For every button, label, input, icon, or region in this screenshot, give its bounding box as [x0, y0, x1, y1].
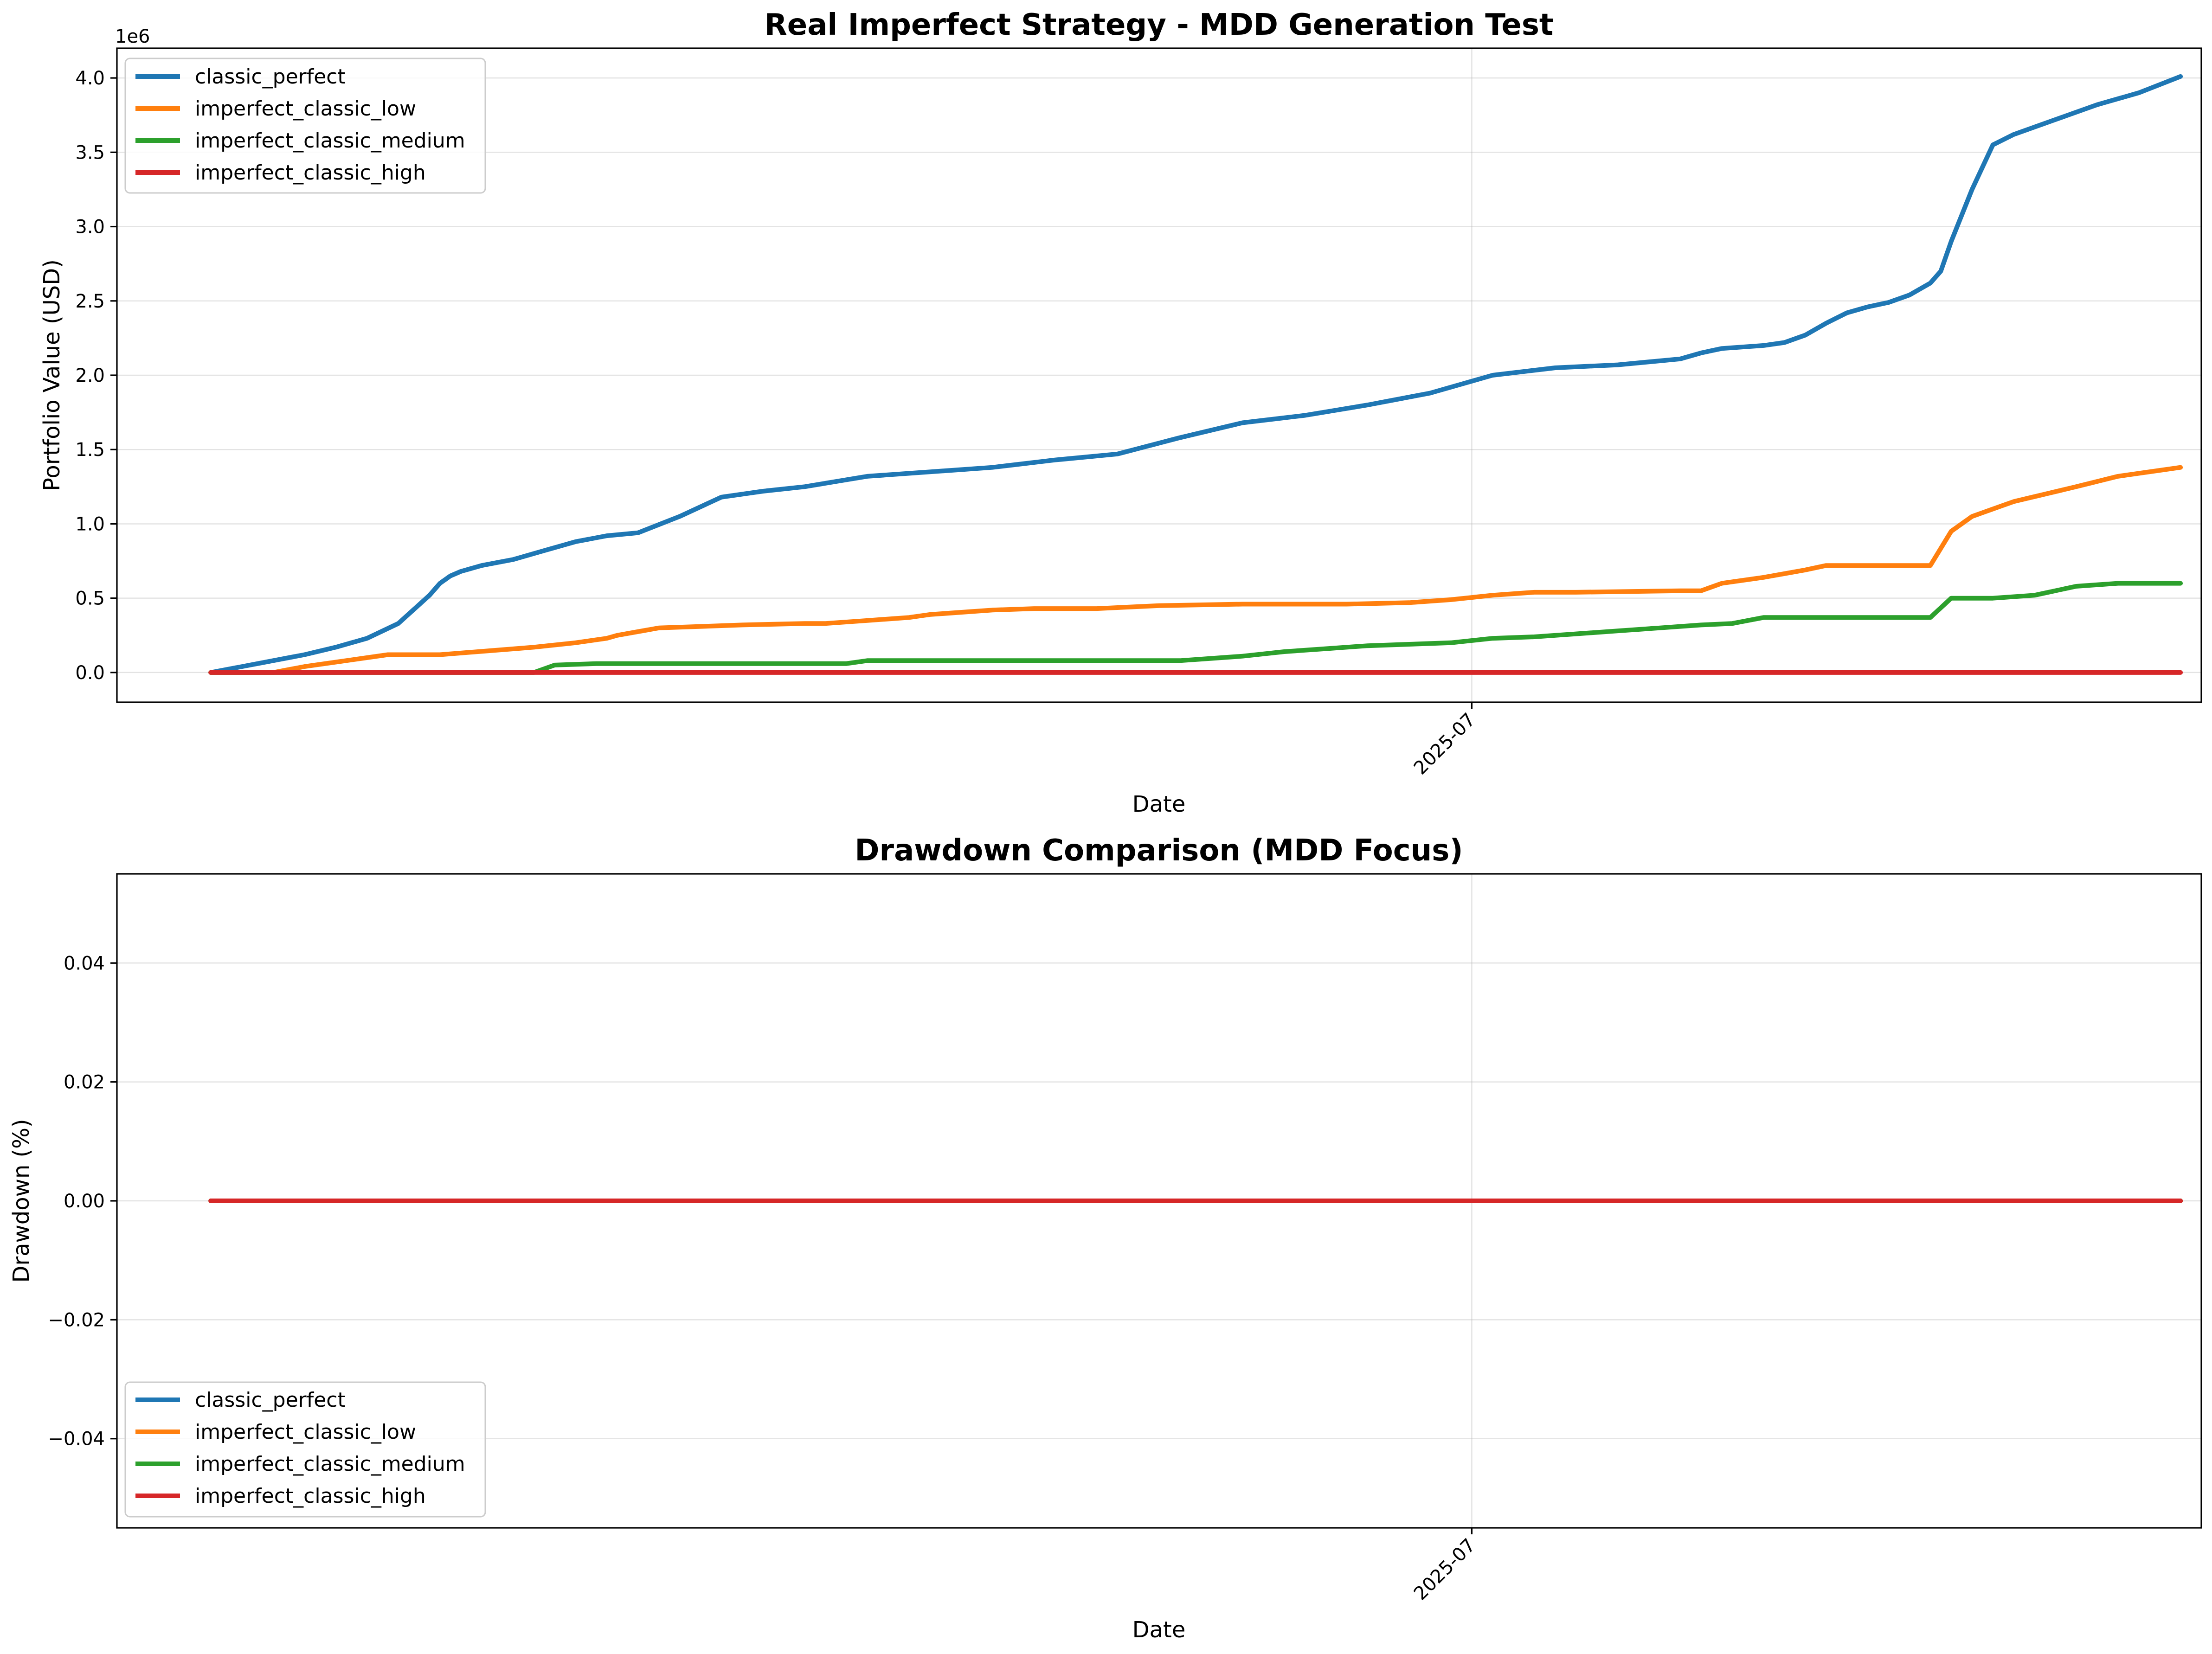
portfolio-y-tick-label: 3.5	[75, 142, 105, 163]
drawdown-legend-box	[124, 1381, 486, 1518]
drawdown-legend-label: imperfect_classic_high	[195, 1484, 426, 1508]
portfolio-legend-label: imperfect_classic_high	[195, 161, 426, 185]
portfolio-series-line-classic-perfect	[208, 74, 2183, 675]
portfolio-y-axis-label: Portfolio Value (USD)	[39, 259, 65, 491]
drawdown-legend-entries: classic_perfect imperfect_classic_lowimpe…	[135, 1388, 465, 1508]
portfolio-legend: classic_perfect imperfect_classic_lowimpe…	[124, 58, 486, 194]
portfolio-legend-label: imperfect_classic_low	[195, 97, 416, 121]
portfolio-y-tick-label: 2.0	[75, 365, 105, 386]
portfolio-series-line-imperfect-classic-medium	[208, 581, 2183, 675]
drawdown-y-tick-label: 0.02	[64, 1072, 105, 1093]
portfolio-y-tick-label: 1.0	[75, 513, 105, 535]
drawdown-y-axis-label: Drawdown (%)	[8, 1119, 34, 1282]
portfolio-series-group	[208, 74, 2183, 675]
portfolio-series-line-imperfect-classic-low	[208, 465, 2183, 675]
portfolio-y-tick-label: 4.0	[75, 68, 105, 89]
portfolio-legend-label: classic_perfect	[195, 65, 346, 89]
drawdown-legend-label: classic_perfect	[195, 1388, 346, 1412]
drawdown-legend-label: imperfect_classic_medium	[195, 1452, 465, 1476]
drawdown-x-axis-label: Date	[1132, 1617, 1186, 1643]
portfolio-y-tick-label: 0.5	[75, 588, 105, 609]
drawdown-legend-label: imperfect_classic_low	[195, 1420, 416, 1444]
portfolio-legend-box	[124, 58, 486, 194]
panel-drawdown: Drawdown Comparison (MDD Focus) −0.04−0.…	[8, 833, 2202, 1643]
portfolio-chart-title: Real Imperfect Strategy - MDD Generation…	[765, 8, 1554, 42]
drawdown-y-tick-label: −0.02	[48, 1309, 105, 1331]
drawdown-y-tick-label: 0.04	[64, 953, 105, 974]
portfolio-legend-label: imperfect_classic_medium	[195, 129, 465, 153]
portfolio-y-tick-label: 0.0	[75, 662, 105, 684]
portfolio-legend-entries: classic_perfect imperfect_classic_lowimpe…	[135, 65, 465, 185]
panel-portfolio: Real Imperfect Strategy - MDD Generation…	[39, 8, 2202, 817]
portfolio-y-tick-label: 3.0	[75, 217, 105, 238]
portfolio-y-tick-label: 1.5	[75, 439, 105, 461]
drawdown-y-tick-label: −0.04	[48, 1429, 105, 1450]
drawdown-legend: classic_perfect imperfect_classic_lowimpe…	[124, 1381, 486, 1518]
y-offset-label: 1e6	[115, 26, 150, 47]
portfolio-y-tick-label: 2.5	[75, 291, 105, 312]
portfolio-y-ticks: 0.0 0.5 1.0 1.5 2.0 2.5 3.0 3.5 4.0	[75, 68, 117, 684]
drawdown-y-tick-label: 0.00	[64, 1191, 105, 1212]
drawdown-chart-title: Drawdown Comparison (MDD Focus)	[855, 833, 1463, 868]
drawdown-y-ticks: −0.04 −0.02 0.00 0.02 0.04	[48, 953, 117, 1450]
portfolio-x-axis-label: Date	[1132, 791, 1186, 817]
